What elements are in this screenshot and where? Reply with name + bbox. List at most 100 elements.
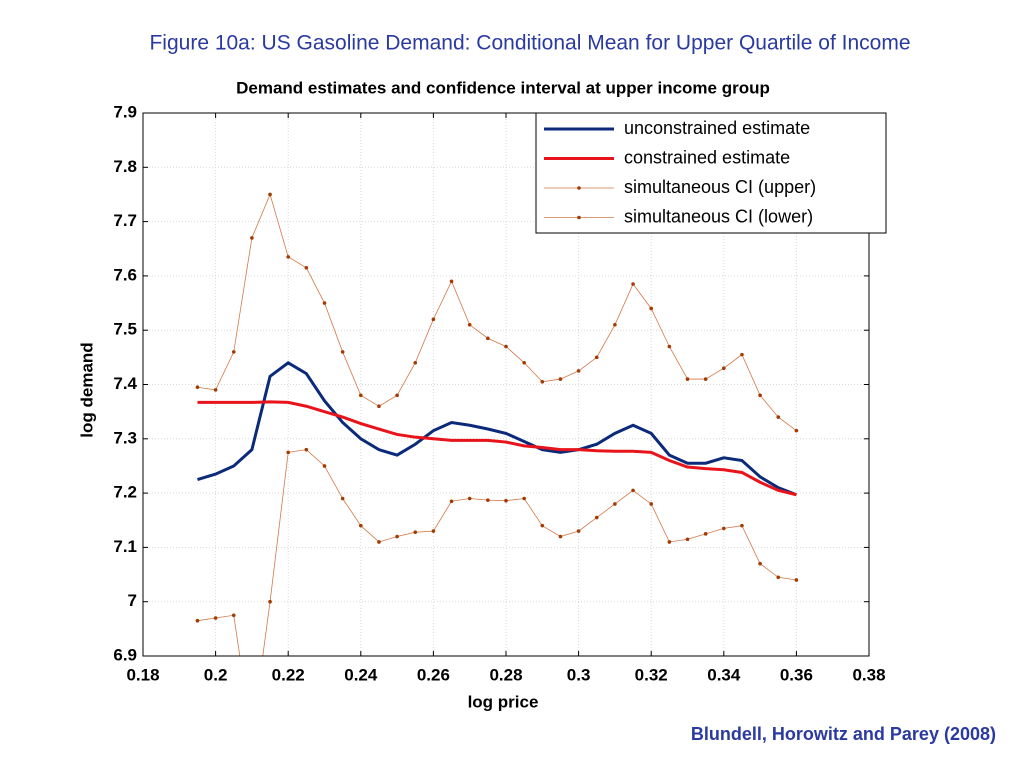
series-marker [340,350,345,354]
chart-title: Demand estimates and confidence interval… [236,78,770,97]
series-marker [486,336,490,341]
legend-box [535,112,887,234]
series-marker [431,317,436,322]
series-marker [377,404,381,409]
y-tick-label: 7.4 [113,374,137,393]
series-marker [359,393,363,398]
x-tick-label: 0.26 [417,665,450,684]
legend-marker [577,215,581,220]
series-marker [558,534,563,539]
series-marker [667,344,672,349]
series-marker [213,388,218,392]
series-marker [195,385,200,390]
series-marker [740,352,744,357]
series-marker [340,496,345,501]
series-marker [322,301,327,305]
series-marker [576,369,581,373]
series-marker [776,575,781,580]
series-marker [250,736,254,740]
series-marker [467,496,472,501]
series-marker [431,529,436,533]
series-marker [594,515,599,520]
series-marker [722,366,726,371]
x-tick-label: 0.2 [204,665,228,684]
series-marker [685,377,690,381]
y-tick-label: 7.5 [113,320,137,339]
series-line [197,400,797,497]
series-marker [522,360,526,365]
legend-marker [577,186,581,190]
plot-frame [142,112,870,657]
series-marker [322,464,327,468]
series-line [197,193,797,431]
y-tick-label: 7.3 [113,428,137,447]
y-tick-label: 7 [128,591,137,610]
legend: unconstrained estimate constrained estima… [535,112,887,234]
x-tick-label: 0.32 [635,665,668,684]
slide-title: Figure 10a: US Gasoline Demand: Conditio… [149,32,910,55]
x-tick-label: 0.3 [567,665,591,684]
series-marker [576,529,581,533]
x-tick-label: 0.34 [707,665,741,684]
x-tick-label: 0.38 [852,665,885,684]
series-marker [395,393,399,398]
series-marker [231,350,236,354]
series-marker [304,447,309,452]
series-marker [467,322,472,327]
series-marker [722,526,726,531]
y-tick-label: 7.6 [113,265,137,284]
series-marker [667,540,672,544]
x-tick-label: 0.36 [780,665,813,684]
legend-label: unconstrained estimate [624,118,810,138]
legend-label: constrained estimate [624,147,790,167]
series-marker [286,450,291,455]
x-axis-label: log price [468,692,539,711]
citation: Blundell, Horowitz and Parey (2008) [691,724,996,744]
series-marker [286,255,291,259]
series-marker [794,578,799,582]
series-marker [613,322,617,327]
series-marker [776,415,781,419]
series-marker [504,344,508,349]
series-marker [231,613,236,618]
series-marker [558,377,563,381]
x-tick-label: 0.22 [272,665,305,684]
x-tick-label: 0.18 [126,665,159,684]
series-marker [486,498,490,502]
series-marker [685,537,690,542]
y-tick-label: 7.1 [113,537,137,556]
series-marker [377,540,381,544]
series-marker [649,502,653,506]
series-marker [631,282,635,286]
series-marker [758,393,762,398]
legend-label: simultaneous CI (upper) [624,177,816,197]
series-marker [522,496,526,501]
series-marker [359,523,363,528]
series-marker [594,355,599,360]
series-line [197,449,797,656]
series-marker [794,428,799,433]
series-marker [540,523,545,528]
series-marker [395,534,399,539]
y-tick-label: 7.8 [113,157,137,176]
series-marker [631,488,635,493]
y-tick-label: 7.2 [113,483,137,502]
series-marker [268,192,272,197]
series-marker [413,530,418,534]
y-tick-label: 7.7 [113,211,137,230]
series-marker [250,236,254,240]
y-axis-label: log demand [77,342,96,437]
x-tick-label: 0.24 [344,665,378,684]
series-marker [540,379,545,384]
series-marker [703,532,708,536]
series-marker [268,599,272,604]
series-marker [703,377,708,381]
y-tick-label: 7.9 [113,102,137,121]
series-marker [613,502,617,506]
series-marker [740,523,744,528]
series-marker [213,616,218,620]
series-marker [449,279,454,284]
series-marker [413,360,418,365]
series-marker [304,265,309,270]
